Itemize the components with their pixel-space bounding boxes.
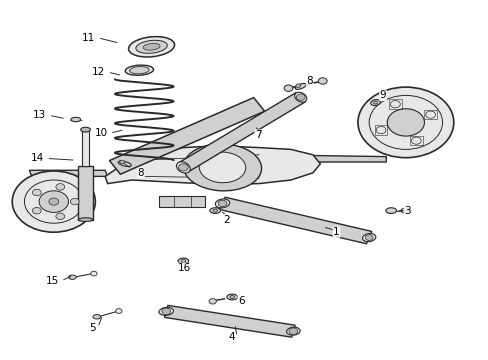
Ellipse shape (120, 160, 124, 164)
Ellipse shape (370, 100, 380, 105)
Ellipse shape (199, 152, 245, 183)
Text: 13: 13 (33, 110, 46, 120)
Ellipse shape (318, 78, 326, 84)
Circle shape (386, 109, 424, 136)
Polygon shape (178, 93, 305, 172)
Circle shape (390, 100, 400, 108)
Ellipse shape (209, 299, 216, 304)
Circle shape (12, 171, 95, 232)
Text: 8: 8 (305, 76, 312, 86)
Ellipse shape (294, 92, 306, 102)
Ellipse shape (93, 315, 101, 319)
Circle shape (56, 213, 64, 220)
Circle shape (39, 191, 68, 212)
Circle shape (365, 235, 372, 240)
Text: 12: 12 (92, 67, 105, 77)
Circle shape (70, 198, 79, 205)
Ellipse shape (115, 309, 122, 313)
Circle shape (24, 180, 83, 223)
Circle shape (49, 198, 59, 205)
Ellipse shape (71, 117, 81, 122)
Circle shape (425, 111, 435, 118)
Text: 7: 7 (254, 130, 261, 140)
Ellipse shape (212, 209, 217, 212)
Text: 8: 8 (137, 168, 144, 178)
Ellipse shape (284, 85, 292, 91)
Ellipse shape (373, 101, 377, 104)
Ellipse shape (183, 144, 261, 191)
Ellipse shape (229, 295, 234, 299)
Ellipse shape (91, 271, 97, 276)
Text: 2: 2 (223, 215, 229, 225)
Ellipse shape (178, 258, 188, 264)
Polygon shape (105, 146, 320, 184)
Ellipse shape (400, 208, 410, 213)
Ellipse shape (125, 65, 153, 75)
Circle shape (296, 94, 305, 100)
Circle shape (32, 189, 41, 196)
Polygon shape (78, 166, 93, 220)
Ellipse shape (159, 307, 173, 315)
Circle shape (56, 184, 64, 190)
Ellipse shape (286, 327, 300, 335)
Ellipse shape (78, 218, 93, 221)
Text: 5: 5 (88, 323, 95, 333)
Circle shape (368, 95, 442, 149)
Ellipse shape (362, 234, 375, 242)
Circle shape (178, 164, 188, 171)
Ellipse shape (295, 84, 300, 87)
Ellipse shape (118, 161, 131, 166)
Polygon shape (312, 156, 386, 162)
Ellipse shape (68, 275, 76, 279)
Ellipse shape (215, 199, 229, 208)
Ellipse shape (128, 37, 174, 57)
Text: 16: 16 (177, 263, 190, 273)
Circle shape (32, 207, 41, 214)
Circle shape (288, 328, 297, 334)
Text: 10: 10 (94, 128, 107, 138)
Circle shape (162, 308, 170, 315)
Circle shape (218, 200, 226, 207)
Ellipse shape (81, 127, 90, 132)
Polygon shape (109, 98, 264, 174)
Circle shape (410, 137, 420, 144)
Circle shape (375, 126, 385, 134)
Polygon shape (159, 196, 205, 207)
Text: 9: 9 (379, 90, 386, 100)
Text: 3: 3 (403, 206, 410, 216)
Circle shape (357, 87, 453, 158)
Ellipse shape (181, 259, 185, 263)
Ellipse shape (385, 208, 396, 213)
Ellipse shape (129, 67, 149, 74)
Polygon shape (29, 170, 107, 176)
Text: 4: 4 (227, 332, 234, 342)
Polygon shape (164, 305, 295, 337)
Ellipse shape (209, 208, 220, 213)
Ellipse shape (143, 44, 160, 50)
Text: 14: 14 (31, 153, 44, 163)
Ellipse shape (226, 294, 237, 300)
Ellipse shape (136, 40, 167, 53)
Text: 15: 15 (45, 276, 59, 286)
Text: 11: 11 (82, 33, 95, 43)
Ellipse shape (176, 162, 190, 173)
Text: 1: 1 (332, 227, 339, 237)
Text: 6: 6 (237, 296, 244, 306)
Polygon shape (220, 197, 371, 244)
Ellipse shape (295, 84, 305, 89)
Polygon shape (81, 131, 89, 166)
